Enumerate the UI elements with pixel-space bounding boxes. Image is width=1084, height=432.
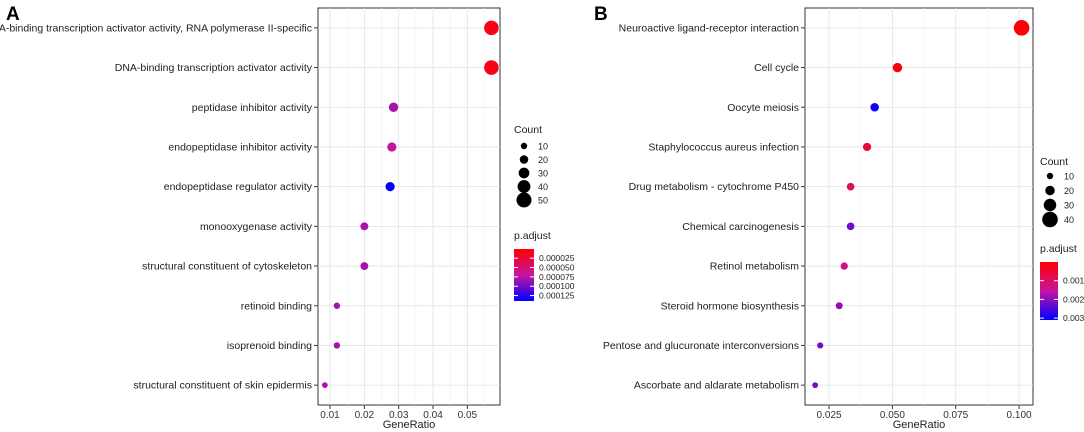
panel-label: A — [6, 4, 20, 25]
category-label: Staphylococcus aureus infection — [648, 141, 799, 153]
data-point — [812, 382, 819, 389]
padjust-legend-title: p.adjust — [1040, 243, 1077, 255]
data-point — [388, 102, 399, 112]
category-label: Retinol metabolism — [710, 261, 800, 273]
x-tick-label: 0.025 — [817, 410, 842, 421]
data-points — [321, 20, 499, 389]
count-legend-dot — [517, 180, 531, 193]
data-point — [360, 222, 369, 231]
x-tick-label: 0.100 — [1007, 410, 1032, 421]
count-legend-label: 20 — [538, 155, 548, 165]
count-legend-dot — [1046, 172, 1054, 180]
count-legend-label: 40 — [538, 182, 548, 192]
count-legend-label: 10 — [538, 142, 548, 152]
data-point — [817, 342, 824, 349]
count-legend-dot — [519, 155, 529, 164]
count-legend-dot — [1045, 185, 1055, 196]
data-point — [484, 20, 499, 36]
category-label: Steroid hormone biosynthesis — [661, 300, 799, 312]
x-axis-title: GeneRatio — [383, 419, 436, 431]
panel-label: B — [594, 4, 608, 25]
category-label: isoprenoid binding — [227, 340, 312, 352]
panel-B: B Neuroactive ligand-receptor interaction… — [594, 4, 1084, 431]
category-label: structural constituent of cytoskeleton — [142, 261, 312, 273]
count-legend-label: 50 — [538, 196, 548, 206]
colorbar-label: 0.000125 — [539, 291, 575, 301]
data-point — [333, 342, 341, 349]
category-label: DNA-binding transcription activator acti… — [0, 22, 312, 34]
category-label: endopeptidase inhibitor activity — [168, 141, 312, 153]
data-point — [385, 182, 395, 192]
plot-panel — [317, 7, 501, 406]
data-point — [333, 302, 341, 309]
data-point — [840, 262, 848, 270]
count-legend-title: Count — [514, 124, 542, 136]
category-label: DNA-binding transcription activator acti… — [115, 62, 313, 74]
padjust-colorbar — [514, 249, 534, 301]
x-tick-label: 0.04 — [423, 410, 443, 421]
category-label: Neuroactive ligand-receptor interaction — [619, 22, 800, 34]
data-point — [1013, 20, 1030, 36]
data-point — [862, 142, 872, 152]
padjust-legend-title: p.adjust — [514, 230, 551, 242]
category-label: Ascorbate and aldarate metabolism — [634, 380, 799, 392]
count-legend-dot — [520, 142, 528, 150]
category-label: Drug metabolism - cytochrome P450 — [629, 181, 800, 193]
category-label: endopeptidase regulator activity — [164, 181, 313, 193]
x-axis-title: GeneRatio — [893, 419, 946, 431]
category-label: peptidase inhibitor activity — [192, 102, 313, 114]
x-tick-label: 0.03 — [389, 410, 409, 421]
count-legend-title: Count — [1040, 156, 1068, 168]
category-label: structural constituent of skin epidermis — [133, 380, 312, 392]
colorbar-label: 0.000100 — [539, 281, 575, 291]
x-tick-label: 0.02 — [355, 410, 375, 421]
x-tick-label: 0.075 — [943, 410, 968, 421]
data-points — [812, 20, 1030, 389]
count-legend-label: 10 — [1064, 172, 1074, 182]
data-point — [484, 60, 499, 75]
gridlines — [805, 8, 1033, 405]
data-point — [846, 222, 855, 231]
colorbar-label: 0.001 — [1063, 276, 1084, 286]
count-legend-label: 30 — [538, 169, 548, 179]
colorbar-label: 0.000025 — [539, 253, 575, 263]
padjust-colorbar — [1040, 262, 1058, 320]
plot-panel — [804, 7, 1034, 406]
data-point — [360, 262, 369, 271]
category-label: Chemical carcinogenesis — [682, 221, 799, 233]
count-legend-label: 40 — [1064, 215, 1074, 225]
data-point — [387, 142, 397, 152]
colorbar-label: 0.003 — [1063, 313, 1084, 323]
category-label: monooxygenase activity — [200, 221, 313, 233]
count-legend-dot — [1042, 211, 1058, 228]
x-tick-label: 0.050 — [880, 410, 905, 421]
category-label: Pentose and glucuronate interconversions — [603, 340, 799, 352]
data-point — [870, 102, 879, 112]
count-legend-dot — [518, 167, 530, 179]
colorbar-label: 0.000050 — [539, 263, 575, 273]
x-tick-label: 0.01 — [320, 410, 340, 421]
data-point — [846, 182, 855, 191]
data-point — [892, 62, 903, 73]
colorbar-label: 0.002 — [1063, 294, 1084, 304]
category-label: Cell cycle — [754, 62, 799, 74]
gridlines — [318, 8, 500, 405]
data-point — [321, 382, 328, 389]
data-point — [835, 302, 843, 310]
category-label: Oocyte meiosis — [727, 102, 799, 114]
count-legend-label: 30 — [1064, 201, 1074, 211]
colorbar-label: 0.000075 — [539, 272, 575, 282]
x-tick-label: 0.05 — [458, 410, 478, 421]
count-legend-dot — [516, 192, 532, 208]
count-legend-dot — [1043, 198, 1057, 212]
count-legend-label: 20 — [1064, 186, 1074, 196]
category-label: retinoid binding — [241, 300, 312, 312]
